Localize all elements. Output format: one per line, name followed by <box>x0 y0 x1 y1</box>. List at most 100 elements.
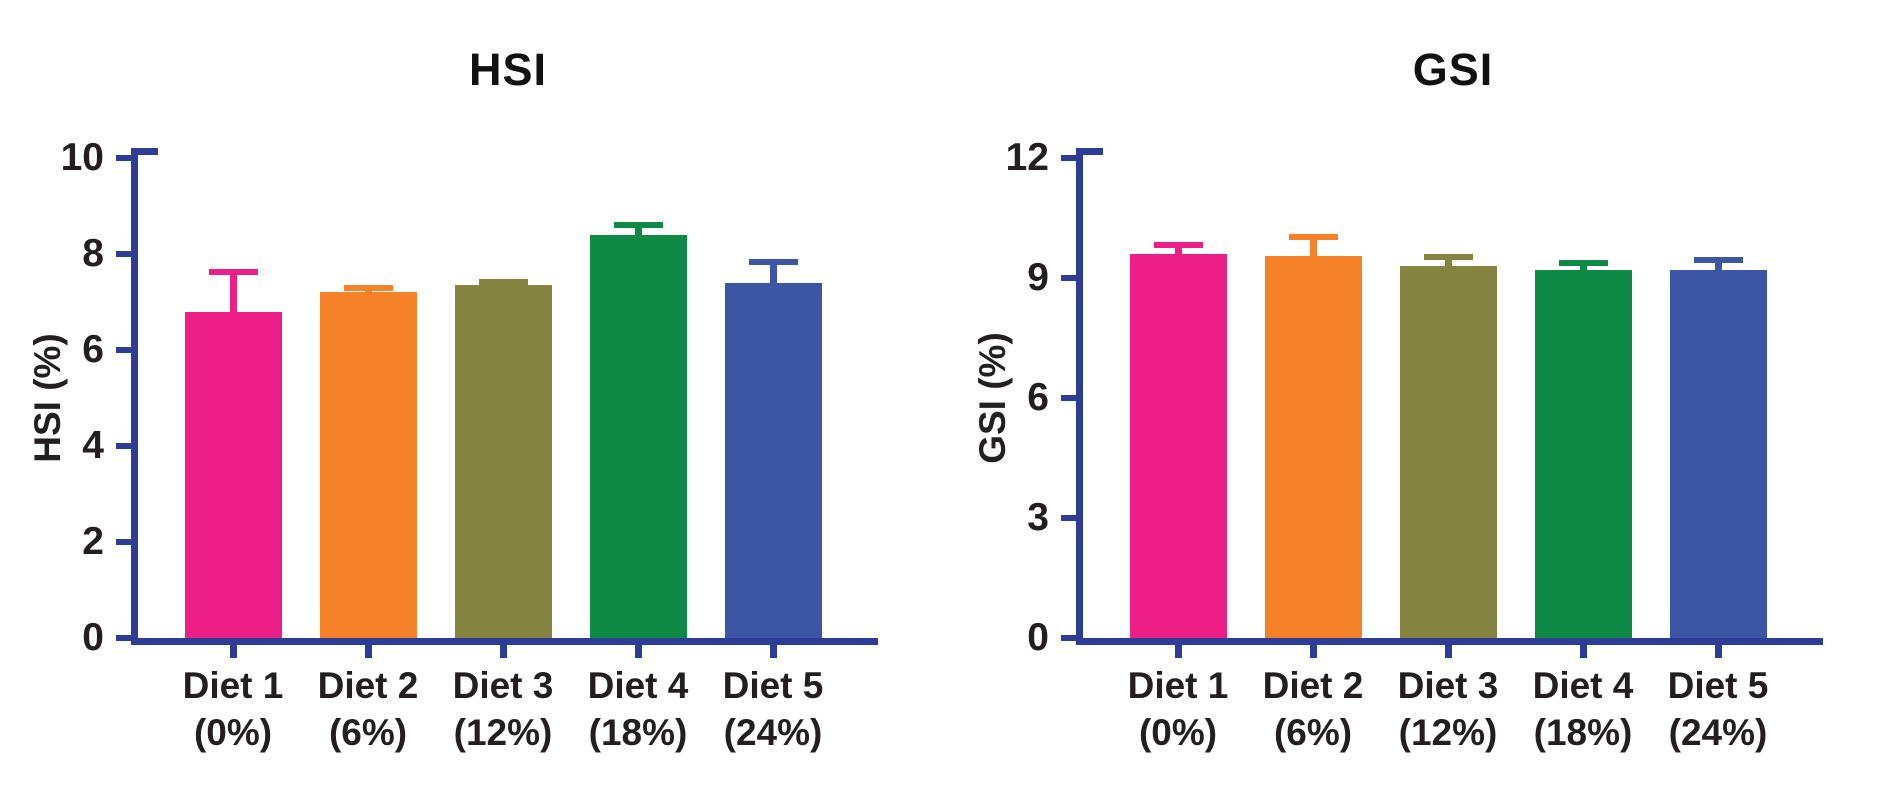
x-axis-tick <box>1445 645 1452 658</box>
x-axis-category-label: Diet 1 (0%) <box>153 662 313 756</box>
y-axis-tick <box>116 155 131 161</box>
x-axis-category-label: Diet 2 (6%) <box>288 662 448 756</box>
bar-diet-2 <box>320 292 417 638</box>
category-percent: (24%) <box>723 712 823 753</box>
bar-diet-5 <box>1670 270 1767 638</box>
hsi-chart-panel: HSI HSI (%) 0 2 4 6 8 10 Diet 1 (0%) Diet 2 (6%) D… <box>27 44 878 753</box>
x-axis-tick <box>365 645 372 658</box>
category-name: Diet 1 <box>1127 665 1229 706</box>
error-bar-cap <box>749 259 798 266</box>
y-axis-tick-label: 0 <box>82 616 104 659</box>
bar-diet-5 <box>725 282 822 638</box>
x-axis-category-label: Diet 3 (12%) <box>423 662 583 756</box>
category-percent: (18%) <box>1533 712 1633 753</box>
y-axis-tick <box>1061 275 1076 281</box>
x-axis-category-label: Diet 4 (18%) <box>558 662 718 756</box>
y-axis-top-cap <box>138 148 158 155</box>
bar-diet-3 <box>1400 266 1497 638</box>
gsi-chart-title: GSI <box>1412 44 1494 95</box>
y-axis-tick-label: 0 <box>1027 616 1049 659</box>
x-axis-tick <box>1310 645 1317 658</box>
x-axis-category-label: Diet 1 (0%) <box>1098 662 1258 756</box>
error-bar-stem <box>1175 244 1182 256</box>
error-bar-stem <box>770 261 777 285</box>
error-bar-cap <box>1559 260 1608 266</box>
category-name: Diet 3 <box>452 665 554 706</box>
category-name: Diet 5 <box>722 665 824 706</box>
y-axis-tick <box>116 443 131 449</box>
bar-diet-4 <box>590 234 687 638</box>
error-bar-cap <box>479 279 528 286</box>
category-percent: (0%) <box>1138 712 1218 753</box>
category-name: Diet 4 <box>587 665 689 706</box>
y-axis-line <box>131 148 138 645</box>
bar-diet-4 <box>1535 270 1632 638</box>
hsi-chart-title: HSI <box>468 44 547 95</box>
bar-diet-1 <box>1130 254 1227 638</box>
x-axis-tick <box>635 645 642 658</box>
error-bar-cap <box>1424 254 1473 260</box>
bar-diet-1 <box>185 311 282 638</box>
x-axis-category-label: Diet 5 (24%) <box>1638 662 1798 756</box>
category-percent: (6%) <box>1273 712 1353 753</box>
y-axis-tick <box>116 251 131 257</box>
x-axis-line <box>1076 638 1823 645</box>
category-name: Diet 2 <box>317 665 419 706</box>
y-axis-tick <box>1061 155 1076 161</box>
x-axis-tick <box>1175 645 1182 658</box>
category-name: Diet 5 <box>1667 665 1769 706</box>
y-axis-tick-label: 10 <box>60 136 104 179</box>
error-bar-cap <box>614 222 663 229</box>
category-name: Diet 2 <box>1262 665 1364 706</box>
bar-diet-2 <box>1265 256 1362 638</box>
error-bar-cap <box>1154 242 1203 248</box>
error-bar-stem <box>230 270 237 314</box>
y-axis-tick <box>116 539 131 545</box>
x-axis-tick <box>500 645 507 658</box>
error-bar-stem <box>1310 236 1317 258</box>
category-percent: (18%) <box>588 712 688 753</box>
error-bar-stem <box>1715 258 1722 272</box>
y-axis-line <box>1076 148 1083 645</box>
category-name: Diet 1 <box>182 665 284 706</box>
category-percent: (6%) <box>328 712 408 753</box>
y-axis-tick <box>1061 395 1076 401</box>
y-axis-tick <box>1061 515 1076 521</box>
y-axis-tick-label: 3 <box>1027 496 1049 539</box>
category-percent: (12%) <box>1398 712 1498 753</box>
x-axis-tick <box>770 645 777 658</box>
x-axis-tick <box>1715 645 1722 658</box>
category-percent: (12%) <box>453 712 553 753</box>
y-axis-tick <box>116 347 131 353</box>
y-axis-tick-label: 8 <box>82 232 104 275</box>
y-axis-tick <box>1061 635 1076 641</box>
gsi-chart-panel: GSI GSI (%) 0 3 6 9 12 Diet 1 (0%) Diet 2 (6%) Di… <box>945 0 1890 806</box>
y-axis-tick-label: 9 <box>1027 256 1049 299</box>
category-percent: (24%) <box>1668 712 1768 753</box>
gsi-plot-area: 0 3 6 9 12 Diet 1 (0%) Diet 2 (6%) Diet 3 (12%) Die… <box>1006 136 1823 753</box>
error-bar-cap <box>1289 234 1338 240</box>
y-axis-top-cap <box>1083 148 1103 155</box>
y-axis-tick-label: 6 <box>82 328 104 371</box>
x-axis-tick <box>1580 645 1587 658</box>
y-axis-tick-label: 4 <box>82 424 104 467</box>
bar-diet-3 <box>455 285 552 638</box>
x-axis-category-label: Diet 4 (18%) <box>1503 662 1663 756</box>
x-axis-category-label: Diet 3 (12%) <box>1368 662 1528 756</box>
x-axis-category-label: Diet 2 (6%) <box>1233 662 1393 756</box>
x-axis-line <box>131 638 878 645</box>
error-bar-cap <box>1694 256 1743 263</box>
hsi-plot-area: 0 2 4 6 8 10 Diet 1 (0%) Diet 2 (6%) Diet 3 (12%) Di… <box>61 136 878 753</box>
y-axis-tick <box>116 635 131 641</box>
x-axis-tick <box>230 645 237 658</box>
error-bar-stem <box>1445 256 1452 268</box>
category-name: Diet 4 <box>1532 665 1634 706</box>
category-percent: (0%) <box>193 712 273 753</box>
x-axis-category-label: Diet 5 (24%) <box>693 662 853 756</box>
y-axis-tick-label: 12 <box>1005 136 1049 179</box>
category-name: Diet 3 <box>1397 665 1499 706</box>
error-bar-stem <box>635 224 642 237</box>
error-bar-cap <box>209 268 258 275</box>
y-axis-tick-label: 2 <box>82 520 104 563</box>
